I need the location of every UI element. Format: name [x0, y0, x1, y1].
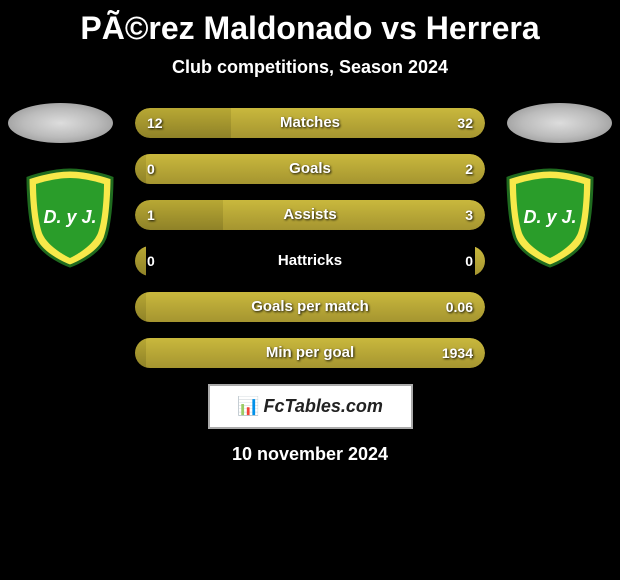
stat-value-right: 3 [465, 200, 473, 230]
stat-row: 1 3Assists [135, 200, 485, 230]
stat-value-left: 12 [147, 108, 163, 138]
stat-value-right: 1934 [442, 338, 473, 368]
stat-label: Goals [135, 154, 485, 184]
stat-value-right: 2 [465, 154, 473, 184]
stat-label: Goals per match [135, 292, 485, 322]
stat-value-left: 0 [147, 154, 155, 184]
stat-row: 1934Min per goal [135, 338, 485, 368]
stat-label: Hattricks [135, 246, 485, 276]
player-avatar-right [507, 103, 612, 143]
subtitle: Club competitions, Season 2024 [0, 57, 620, 78]
club-logo-text: D. y J. [523, 207, 576, 227]
comparison-container: PÃ©rez Maldonado vs Herrera Club competi… [0, 0, 620, 580]
stat-row: 12 32Matches [135, 108, 485, 138]
shield-icon: D. y J. [20, 168, 120, 268]
watermark-text: FcTables.com [264, 396, 383, 417]
club-logo-text: D. y J. [43, 207, 96, 227]
watermark: 📊 FcTables.com [208, 384, 413, 429]
stat-value-right: 0.06 [446, 292, 473, 322]
date-label: 10 november 2024 [0, 444, 620, 465]
stats-area: D. y J. D. y J. 12 32Matches 0 2Goals 1 3Assi… [0, 108, 620, 368]
stat-value-left: 0 [147, 246, 155, 276]
stat-label: Assists [135, 200, 485, 230]
stat-bars: 1232Matches02Goals13Assists00Hattricks0.… [135, 108, 485, 368]
stat-row: 0 2Goals [135, 154, 485, 184]
stat-value-left: 1 [147, 200, 155, 230]
stat-value-right: 32 [457, 108, 473, 138]
club-logo-left: D. y J. [20, 168, 120, 268]
stat-row: 0 0Hattricks [135, 246, 485, 276]
player-avatar-left [8, 103, 113, 143]
page-title: PÃ©rez Maldonado vs Herrera [0, 10, 620, 47]
shield-icon: D. y J. [500, 168, 600, 268]
stat-label: Matches [135, 108, 485, 138]
club-logo-right: D. y J. [500, 168, 600, 268]
chart-icon: 📊 [237, 396, 259, 417]
stat-row: 0.06Goals per match [135, 292, 485, 322]
stat-value-right: 0 [465, 246, 473, 276]
stat-label: Min per goal [135, 338, 485, 368]
